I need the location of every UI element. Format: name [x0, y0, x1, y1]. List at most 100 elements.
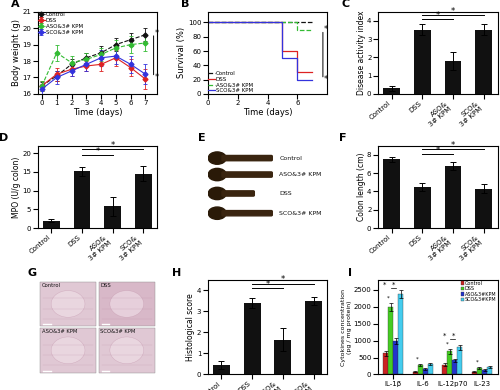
Circle shape	[110, 337, 144, 363]
Text: ASO&3# KPM: ASO&3# KPM	[42, 330, 77, 335]
Circle shape	[208, 187, 226, 200]
Bar	[305, 301, 322, 374]
Text: G: G	[28, 268, 37, 278]
Text: *: *	[436, 145, 440, 154]
Bar	[383, 89, 400, 94]
Text: C: C	[342, 0, 350, 9]
Y-axis label: Histological score: Histological score	[186, 293, 196, 361]
Text: *: *	[476, 360, 478, 364]
Legend: Control, DSS, ASO&3# KPM, SCO&3# KPM: Control, DSS, ASO&3# KPM, SCO&3# KPM	[208, 71, 253, 93]
Circle shape	[208, 152, 226, 164]
Text: *: *	[451, 7, 455, 16]
DSS	[294, 49, 300, 53]
Bar	[274, 340, 291, 374]
Text: Control: Control	[280, 156, 302, 161]
SCO&3# KPM	[280, 20, 285, 25]
ASO&3# KPM	[294, 27, 300, 32]
Text: *: *	[96, 147, 100, 156]
Bar	[98, 328, 155, 372]
Text: *: *	[110, 142, 115, 151]
Text: B: B	[182, 0, 190, 9]
Text: *: *	[416, 356, 419, 362]
Circle shape	[208, 168, 226, 181]
Bar	[423, 369, 428, 374]
Bar	[104, 206, 121, 228]
Bar	[398, 294, 404, 374]
SCO&3# KPM	[310, 77, 316, 82]
DSS	[280, 20, 285, 25]
Bar	[213, 365, 230, 374]
SCO&3# KPM	[280, 56, 285, 60]
ASO&3# KPM	[310, 27, 316, 32]
Bar	[475, 189, 492, 228]
Bar	[414, 30, 430, 94]
Text: E: E	[198, 133, 205, 143]
FancyBboxPatch shape	[222, 172, 272, 177]
Bar	[244, 303, 260, 374]
X-axis label: Time (days): Time (days)	[72, 108, 122, 117]
Line: ASO&3# KPM: ASO&3# KPM	[208, 23, 312, 30]
Bar	[388, 307, 393, 374]
Text: SCO&3# KPM: SCO&3# KPM	[100, 330, 136, 335]
Text: *: *	[446, 342, 448, 347]
DSS	[310, 70, 316, 75]
Legend: Control, DSS, ASO&3# KPM, SCO&3# KPM: Control, DSS, ASO&3# KPM, SCO&3# KPM	[38, 12, 83, 35]
Y-axis label: Disease activity index: Disease activity index	[356, 11, 366, 95]
DSS	[280, 49, 285, 53]
Bar	[448, 351, 452, 374]
Text: DSS: DSS	[100, 283, 111, 288]
Bar	[40, 282, 96, 326]
Text: *: *	[382, 282, 386, 288]
Text: *: *	[154, 73, 158, 82]
Text: *: *	[452, 333, 456, 339]
Line: SCO&3# KPM: SCO&3# KPM	[208, 23, 312, 80]
Bar	[442, 365, 448, 374]
Bar	[98, 282, 155, 326]
FancyBboxPatch shape	[222, 191, 254, 196]
Circle shape	[110, 291, 144, 317]
Bar	[472, 372, 477, 374]
Text: Control: Control	[42, 283, 60, 288]
Bar	[383, 353, 388, 374]
Text: *: *	[266, 280, 270, 289]
Bar	[412, 372, 418, 374]
Bar	[43, 220, 60, 228]
Bar	[444, 61, 462, 94]
Circle shape	[51, 291, 85, 317]
Bar	[393, 340, 398, 374]
Text: *: *	[324, 25, 328, 34]
DSS	[204, 20, 210, 25]
Text: *: *	[280, 275, 285, 284]
Bar	[74, 171, 90, 228]
Text: H: H	[172, 268, 181, 278]
Text: *: *	[436, 11, 440, 20]
Text: F: F	[340, 133, 347, 143]
Text: I: I	[348, 268, 352, 278]
Bar	[487, 367, 492, 374]
Text: *: *	[386, 295, 390, 300]
FancyBboxPatch shape	[222, 211, 272, 216]
Bar	[477, 368, 482, 374]
X-axis label: Time (days): Time (days)	[243, 108, 292, 117]
Bar	[40, 328, 96, 372]
Text: D: D	[0, 133, 8, 143]
Bar	[458, 347, 462, 374]
Bar	[452, 360, 458, 374]
Bar	[475, 30, 492, 94]
Y-axis label: Cytokines concentration
(pg / mg protein): Cytokines concentration (pg / mg protein…	[342, 289, 352, 365]
Text: *: *	[451, 141, 455, 150]
Circle shape	[208, 207, 226, 219]
Circle shape	[51, 337, 85, 363]
Line: DSS: DSS	[208, 23, 312, 73]
Bar	[444, 166, 462, 228]
Y-axis label: Colon length (cm): Colon length (cm)	[356, 152, 366, 221]
Bar	[418, 365, 423, 374]
Y-axis label: Survival (%): Survival (%)	[178, 27, 186, 78]
Text: *: *	[444, 333, 446, 339]
SCO&3# KPM	[204, 20, 210, 25]
Text: DSS: DSS	[280, 191, 292, 196]
Bar	[428, 364, 433, 374]
Text: *: *	[324, 75, 328, 84]
ASO&3# KPM	[204, 20, 210, 25]
FancyBboxPatch shape	[222, 156, 272, 161]
